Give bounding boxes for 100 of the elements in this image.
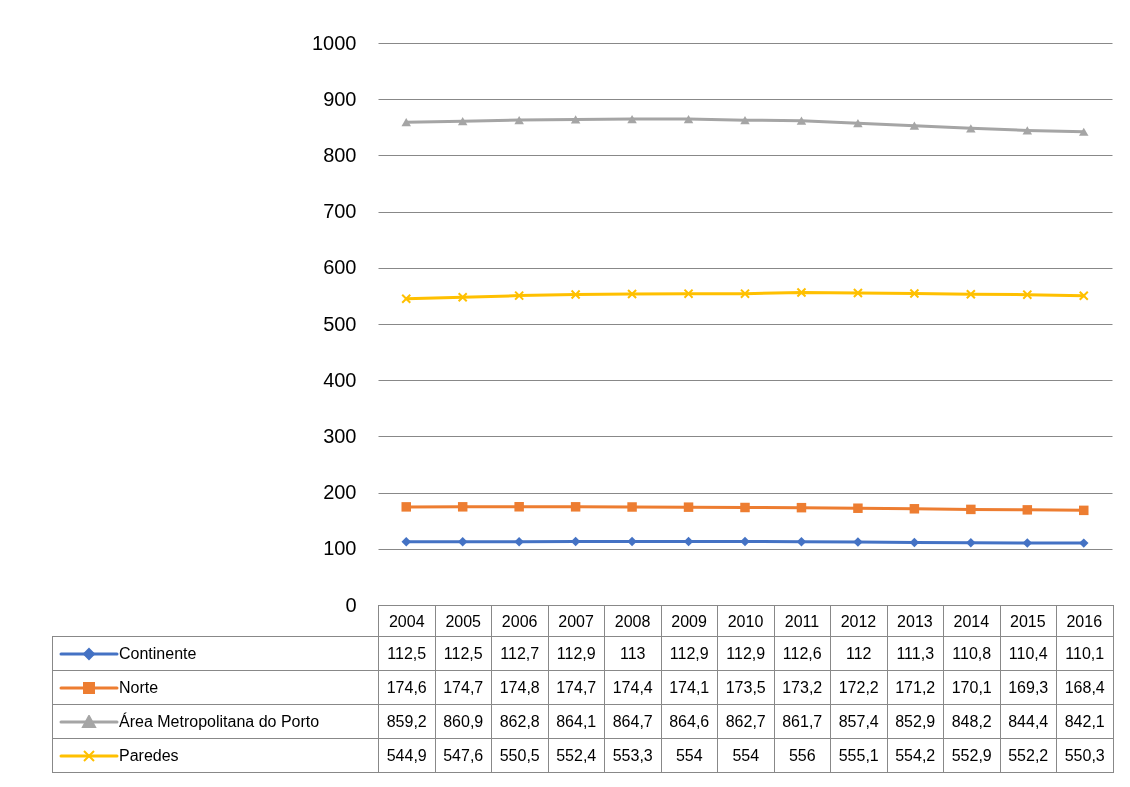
- point: [853, 503, 863, 513]
- data-label: 110,4: [1000, 636, 1057, 671]
- y-tick-label: 1000: [312, 31, 357, 54]
- y-tick-label: 900: [323, 87, 357, 110]
- data-label: 862,7: [717, 704, 774, 739]
- data-label: 848,2: [943, 704, 1000, 739]
- x-tick-label: 2010: [727, 612, 764, 630]
- point: [740, 116, 750, 125]
- y-tick-label: 500: [323, 312, 357, 335]
- point: [1079, 505, 1089, 516]
- data-label: 554: [717, 738, 774, 773]
- data-label: 113: [604, 636, 661, 671]
- data-label: 112,6: [774, 636, 831, 671]
- point: [514, 116, 524, 125]
- point: [683, 114, 694, 124]
- point: [401, 502, 411, 512]
- data-label: 112,5: [435, 636, 492, 671]
- point: [1022, 505, 1033, 515]
- data-label: 174,7: [548, 670, 605, 705]
- point: [401, 118, 411, 127]
- point: [570, 502, 581, 512]
- point: [796, 116, 807, 125]
- point: [683, 288, 694, 299]
- x-tick-label: 2011: [784, 612, 820, 630]
- point: [1022, 289, 1033, 300]
- data-label: 174,8: [491, 670, 548, 705]
- point: [740, 536, 750, 547]
- point: [796, 287, 807, 298]
- point: [740, 502, 750, 513]
- point: [853, 119, 863, 128]
- point: [909, 504, 920, 514]
- x-tick-label: 2014: [953, 612, 990, 630]
- data-label: 174,7: [435, 670, 492, 705]
- data-label: 861,7: [774, 704, 831, 739]
- point: [909, 288, 920, 299]
- point: [627, 289, 637, 299]
- data-label: 544,9: [378, 738, 435, 773]
- x-tick-label: 2012: [840, 612, 877, 630]
- point: [1079, 290, 1089, 301]
- point: [740, 288, 750, 299]
- data-label: 852,9: [887, 704, 944, 739]
- point: [853, 288, 863, 298]
- point: [966, 289, 976, 300]
- data-label: 864,1: [548, 704, 605, 739]
- point: [1079, 538, 1089, 548]
- data-label: 110,1: [1056, 636, 1113, 671]
- point: [966, 537, 976, 548]
- point: [796, 502, 807, 513]
- data-label: 550,3: [1056, 738, 1113, 773]
- data-label: 169,3: [1000, 670, 1057, 705]
- point: [457, 502, 468, 512]
- legend-label: Continente: [119, 644, 197, 662]
- legend-label: Paredes: [119, 746, 179, 764]
- point: [966, 124, 976, 133]
- point: [1022, 126, 1033, 135]
- point: [1079, 127, 1089, 136]
- point: [514, 536, 524, 547]
- x-tick-label: 2006: [501, 612, 538, 630]
- data-label: 174,6: [378, 670, 435, 705]
- data-label: 864,6: [661, 704, 718, 739]
- point: [966, 504, 976, 515]
- data-label: 553,3: [604, 738, 661, 773]
- x-tick-label: 2004: [388, 612, 425, 630]
- y-tick-label: 400: [323, 368, 357, 391]
- data-label: 110,8: [943, 636, 1000, 671]
- x-tick-label: 2016: [1066, 612, 1103, 630]
- y-tick-label: 800: [323, 143, 357, 166]
- data-label: 171,2: [887, 670, 944, 705]
- point: [570, 115, 581, 124]
- data-label: 552,4: [548, 738, 605, 773]
- data-label: 174,1: [661, 670, 718, 705]
- data-label: 112: [830, 636, 887, 671]
- y-tick-label: 300: [323, 424, 357, 447]
- data-label: 859,2: [378, 704, 435, 739]
- data-label: 550,5: [491, 738, 548, 773]
- data-label: 552,9: [943, 738, 1000, 773]
- data-label: 864,7: [604, 704, 661, 739]
- x-tick-label: 2007: [558, 612, 595, 630]
- x-tick-label: 2009: [671, 612, 707, 630]
- point: [457, 117, 468, 126]
- point: [514, 502, 524, 512]
- data-label: 112,9: [548, 636, 605, 671]
- data-label: 112,9: [661, 636, 718, 671]
- x-tick-label: 2008: [614, 612, 651, 630]
- y-tick-label: 0: [345, 593, 357, 616]
- x-tick-label: 2015: [1010, 612, 1046, 630]
- x-tick-label: 2013: [897, 612, 933, 630]
- data-label: 556: [774, 738, 831, 773]
- point: [570, 289, 581, 300]
- data-label: 554: [661, 738, 718, 773]
- point: [627, 114, 637, 124]
- point: [627, 502, 637, 512]
- data-label: 555,1: [830, 738, 887, 773]
- data-label: 112,9: [717, 636, 774, 671]
- point: [401, 537, 411, 547]
- x-tick-label: 2005: [445, 612, 482, 630]
- y-tick-label: 700: [323, 200, 357, 223]
- y-tick-label: 200: [323, 481, 357, 504]
- y-tick-label: 100: [323, 537, 357, 560]
- data-label: 111,3: [887, 636, 944, 671]
